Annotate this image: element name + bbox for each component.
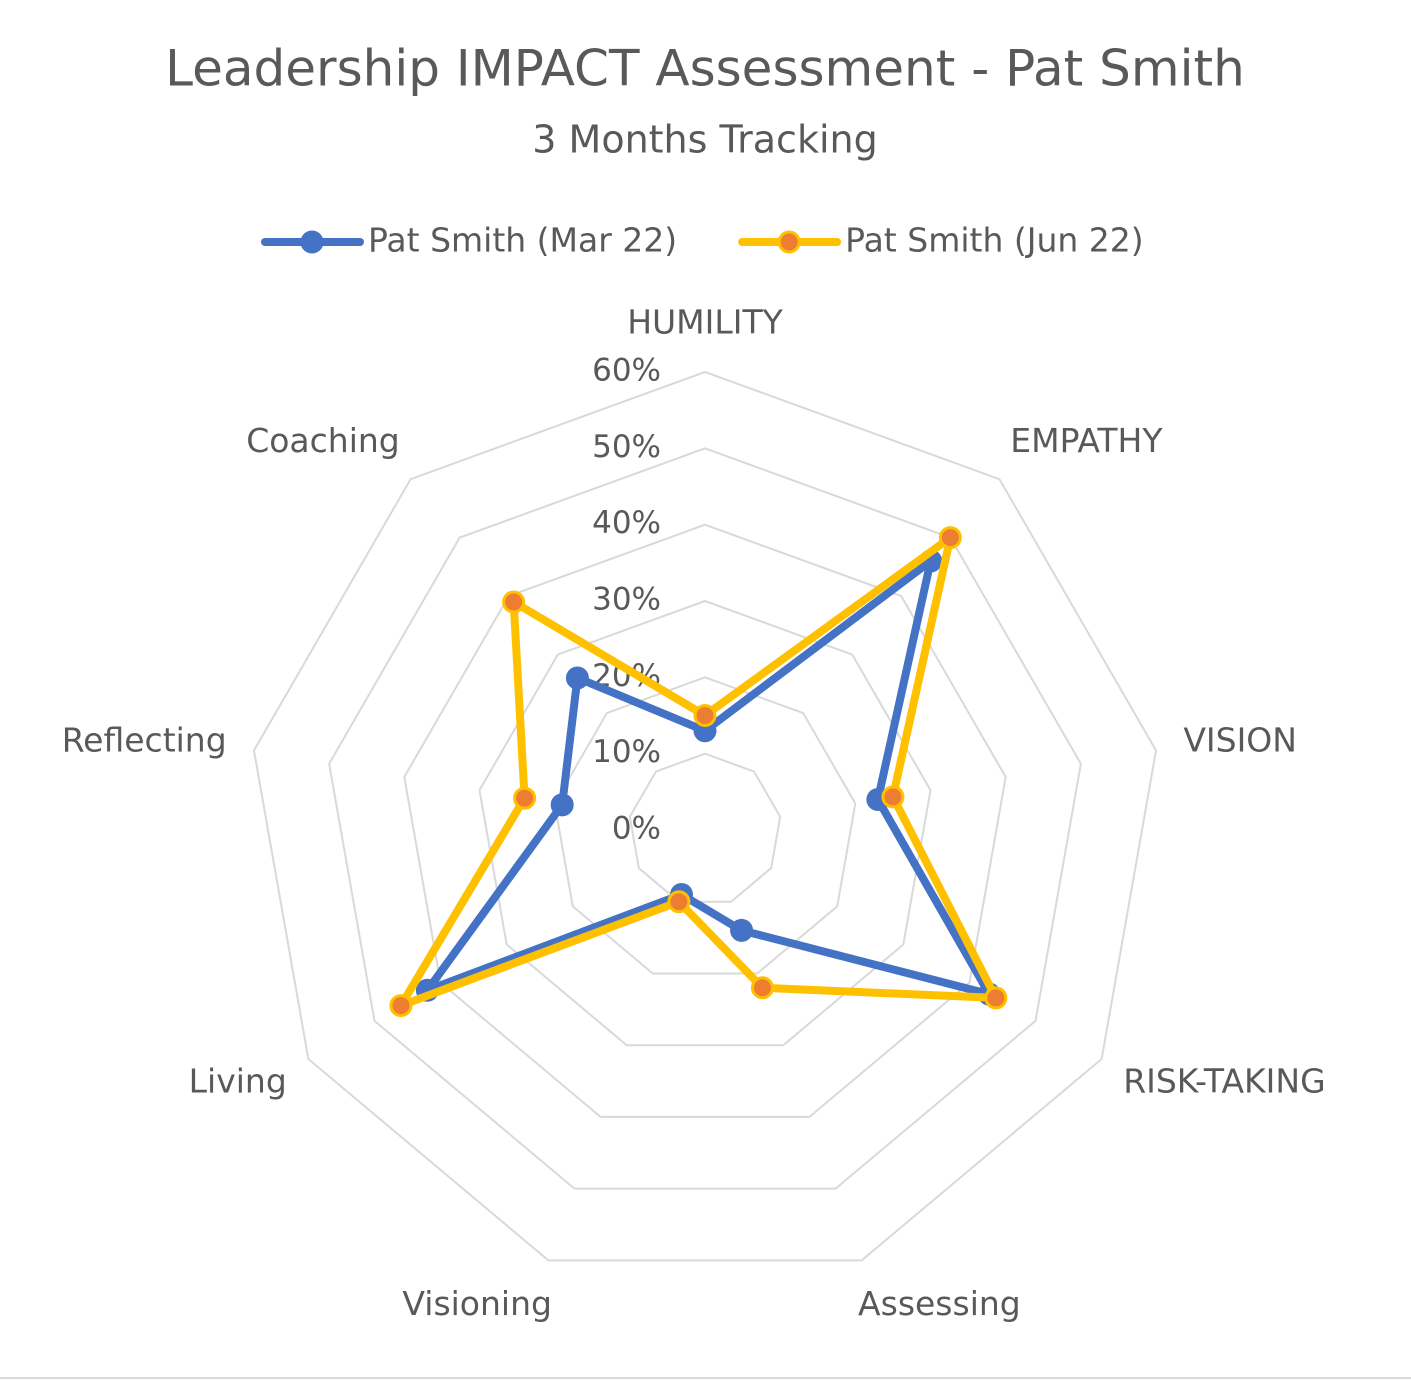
r-tick-label: 0% [612, 811, 661, 847]
legend-marker [300, 230, 324, 254]
legend-label: Pat Smith (Jun 22) [845, 221, 1143, 260]
r-tick-label: 60% [592, 353, 661, 389]
series-line [423, 557, 994, 999]
data-point [513, 786, 537, 810]
grid-ring [328, 447, 1082, 1190]
series-line [396, 533, 1000, 1010]
data-point [667, 890, 691, 914]
category-label: Coaching [246, 421, 400, 460]
grid-ring [628, 752, 782, 903]
data-point [730, 918, 754, 942]
data-point [389, 994, 413, 1018]
data-point [565, 666, 589, 690]
data-point [938, 526, 962, 550]
category-label: Visioning [402, 1284, 552, 1323]
data-point [502, 590, 526, 614]
category-label: HUMILITY [627, 303, 783, 342]
category-label: Reflecting [62, 721, 227, 760]
grid-ring [403, 523, 1007, 1118]
chart-title: Leadership IMPACT Assessment - Pat Smith [165, 40, 1245, 98]
category-label: Living [189, 1062, 287, 1101]
data-point [693, 704, 717, 727]
data-point [984, 986, 1008, 1010]
data-point [750, 976, 774, 1000]
legend-label: Pat Smith (Mar 22) [368, 221, 677, 260]
category-label: Assessing [858, 1284, 1021, 1323]
grid-ring [553, 676, 857, 975]
data-point [881, 785, 905, 809]
data-point [550, 793, 574, 817]
r-tick-label: 50% [592, 429, 661, 465]
r-tick-label: 30% [592, 582, 661, 618]
category-label: EMPATHY [1010, 421, 1163, 460]
chart-subtitle: 3 Months Tracking [532, 118, 877, 162]
r-tick-label: 40% [592, 505, 661, 541]
legend-marker [777, 230, 801, 254]
category-label: VISION [1183, 721, 1297, 760]
r-tick-label: 10% [592, 734, 661, 770]
grid-ring [252, 370, 1158, 1262]
category-label: RISK-TAKING [1123, 1062, 1325, 1101]
